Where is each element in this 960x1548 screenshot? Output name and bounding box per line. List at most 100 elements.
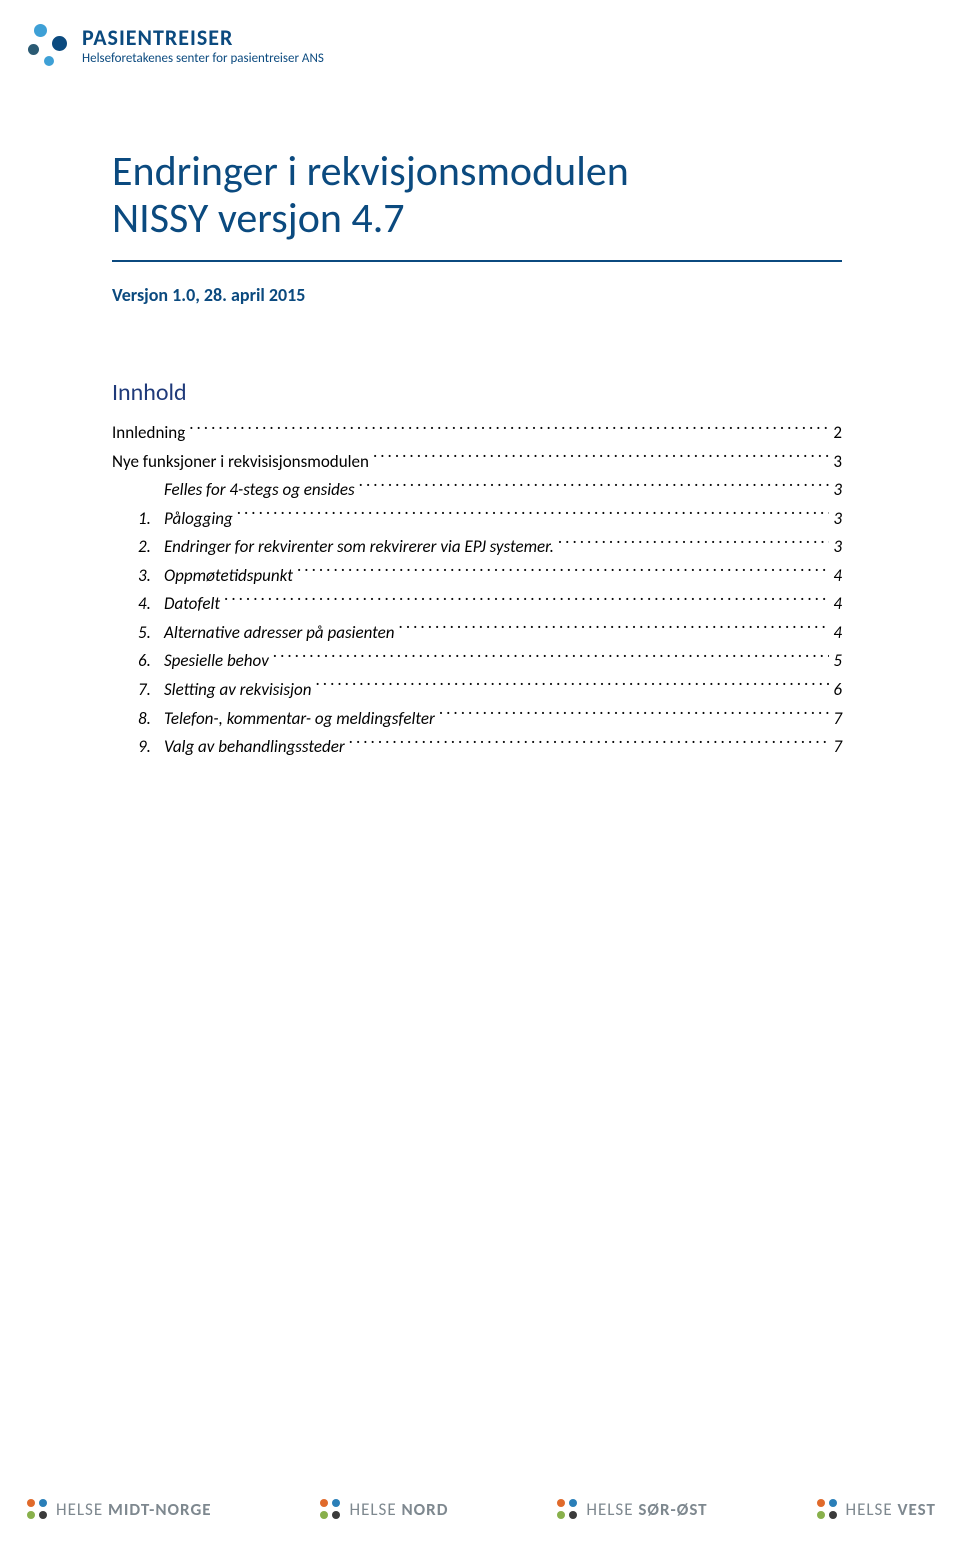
toc-number: 7. xyxy=(138,676,164,705)
toc-label: 4.Datofelt xyxy=(138,590,220,619)
footer-logo-dot xyxy=(829,1499,837,1507)
toc-leader xyxy=(237,507,830,524)
toc-page-number: 6 xyxy=(833,676,842,705)
toc-label: Innledning xyxy=(112,419,185,448)
version-line: Versjon 1.0, 28. april 2015 xyxy=(112,284,842,306)
footer-word-helse: HELSE xyxy=(56,1499,108,1520)
toc-page-number: 3 xyxy=(833,448,842,477)
toc-text: Telefon-, kommentar- og meldingsfelter xyxy=(164,708,435,729)
toc-page-number: 2 xyxy=(833,419,842,448)
title-line-2: NISSY versjon 4.7 xyxy=(112,193,405,244)
footer-logo-icon xyxy=(554,1496,580,1522)
toc-number: 6. xyxy=(138,647,164,676)
toc-label: 1.Pålogging xyxy=(138,505,233,534)
brand-logo-icon xyxy=(24,22,74,68)
footer-region: HELSE NORD xyxy=(317,1496,448,1522)
toc-page-number: 3 xyxy=(833,533,842,562)
toc-label: 2.Endringer for rekvirenter som rekvirer… xyxy=(138,533,554,562)
toc-page-number: 4 xyxy=(833,562,842,591)
footer-logo-dot xyxy=(320,1511,328,1519)
toc-leader xyxy=(373,450,829,467)
toc-leader xyxy=(349,735,830,752)
toc-number: 4. xyxy=(138,590,164,619)
logo-dot xyxy=(28,44,39,55)
footer-word-helse: HELSE xyxy=(349,1499,401,1520)
brand-subtitle: Helseforetakenes senter for pasientreise… xyxy=(82,51,324,66)
document-page: PASIENTREISER Helseforetakenes senter fo… xyxy=(0,0,960,1548)
toc-page-number: 4 xyxy=(833,590,842,619)
toc-entry: 8.Telefon-, kommentar- og meldingsfelter… xyxy=(112,705,842,734)
table-of-contents: Innledning2Nye funksjoner i rekvisisjons… xyxy=(112,419,842,762)
toc-text: Datofelt xyxy=(164,593,220,614)
footer-word-helse: HELSE xyxy=(586,1499,638,1520)
toc-text: Spesielle behov xyxy=(164,650,269,671)
logo-dot xyxy=(52,36,67,51)
brand-header: PASIENTREISER Helseforetakenes senter fo… xyxy=(24,22,324,68)
footer-logo-dot xyxy=(39,1499,47,1507)
footer-logo-dot xyxy=(332,1511,340,1519)
footer-region-name: VEST xyxy=(898,1499,936,1520)
footer-logo-dot xyxy=(557,1511,565,1519)
toc-page-number: 3 xyxy=(833,505,842,534)
footer-logo-dot xyxy=(557,1499,565,1507)
toc-label: 8.Telefon-, kommentar- og meldingsfelter xyxy=(138,705,435,734)
title-divider xyxy=(112,260,842,262)
footer-region: HELSE MIDT-NORGE xyxy=(24,1496,212,1522)
toc-number: 3. xyxy=(138,562,164,591)
toc-text: Innledning xyxy=(112,422,185,443)
toc-leader xyxy=(359,478,830,495)
toc-text: Valg av behandlingssteder xyxy=(164,736,345,757)
toc-text: Nye funksjoner i rekvisisjonsmodulen xyxy=(112,451,369,472)
toc-number: 9. xyxy=(138,733,164,762)
toc-entry: Felles for 4-stegs og ensides3 xyxy=(112,476,842,505)
document-title: Endringer i rekvisjonsmodulen NISSY vers… xyxy=(112,148,842,242)
toc-label: Felles for 4-stegs og ensides xyxy=(138,476,355,505)
toc-text: Alternative adresser på pasienten xyxy=(164,622,395,643)
toc-label: Nye funksjoner i rekvisisjonsmodulen xyxy=(112,448,369,477)
brand-title: PASIENTREISER xyxy=(82,24,324,51)
footer-logo-dot xyxy=(332,1499,340,1507)
toc-label: 9.Valg av behandlingssteder xyxy=(138,733,345,762)
footer-region-text: HELSE NORD xyxy=(349,1499,448,1520)
toc-number: 5. xyxy=(138,619,164,648)
toc-page-number: 5 xyxy=(833,647,842,676)
footer-logo-dot xyxy=(569,1499,577,1507)
footer-logo-dot xyxy=(27,1511,35,1519)
toc-text: Pålogging xyxy=(164,508,233,529)
footer-region-name: NORD xyxy=(401,1499,448,1520)
footer-region-text: HELSE SØR-ØST xyxy=(586,1499,707,1520)
logo-dot xyxy=(44,56,54,66)
toc-page-number: 7 xyxy=(833,705,842,734)
toc-label: 3.Oppmøtetidspunkt xyxy=(138,562,293,591)
toc-leader xyxy=(189,421,829,438)
toc-leader xyxy=(399,621,830,638)
toc-label: 6.Spesielle behov xyxy=(138,647,269,676)
footer-logo-dot xyxy=(320,1499,328,1507)
toc-entry: 5.Alternative adresser på pasienten4 xyxy=(112,619,842,648)
toc-text: Felles for 4-stegs og ensides xyxy=(164,479,355,500)
footer-logo-icon xyxy=(814,1496,840,1522)
footer: HELSE MIDT-NORGEHELSE NORDHELSE SØR-ØSTH… xyxy=(24,1496,936,1522)
footer-logo-dot xyxy=(817,1511,825,1519)
toc-entry: 3.Oppmøtetidspunkt 4 xyxy=(112,562,842,591)
toc-text: Sletting av rekvisisjon xyxy=(164,679,311,700)
toc-number: 2. xyxy=(138,533,164,562)
footer-word-helse: HELSE xyxy=(846,1499,898,1520)
toc-leader xyxy=(224,592,829,609)
footer-region: HELSE SØR-ØST xyxy=(554,1496,707,1522)
toc-entry: 1.Pålogging 3 xyxy=(112,505,842,534)
toc-entry: 2.Endringer for rekvirenter som rekvirer… xyxy=(112,533,842,562)
footer-region-name: MIDT-NORGE xyxy=(108,1499,212,1520)
toc-leader xyxy=(558,535,830,552)
toc-leader xyxy=(439,707,830,724)
footer-region-text: HELSE VEST xyxy=(846,1499,936,1520)
footer-logo-icon xyxy=(317,1496,343,1522)
toc-leader xyxy=(315,678,829,695)
footer-logo-icon xyxy=(24,1496,50,1522)
toc-text: Endringer for rekvirenter som rekvirerer… xyxy=(164,536,554,557)
toc-entry: Nye funksjoner i rekvisisjonsmodulen 3 xyxy=(112,448,842,477)
toc-entry: 6.Spesielle behov 5 xyxy=(112,647,842,676)
toc-label: 7.Sletting av rekvisisjon xyxy=(138,676,311,705)
brand-text: PASIENTREISER Helseforetakenes senter fo… xyxy=(82,24,324,66)
toc-label: 5.Alternative adresser på pasienten xyxy=(138,619,395,648)
